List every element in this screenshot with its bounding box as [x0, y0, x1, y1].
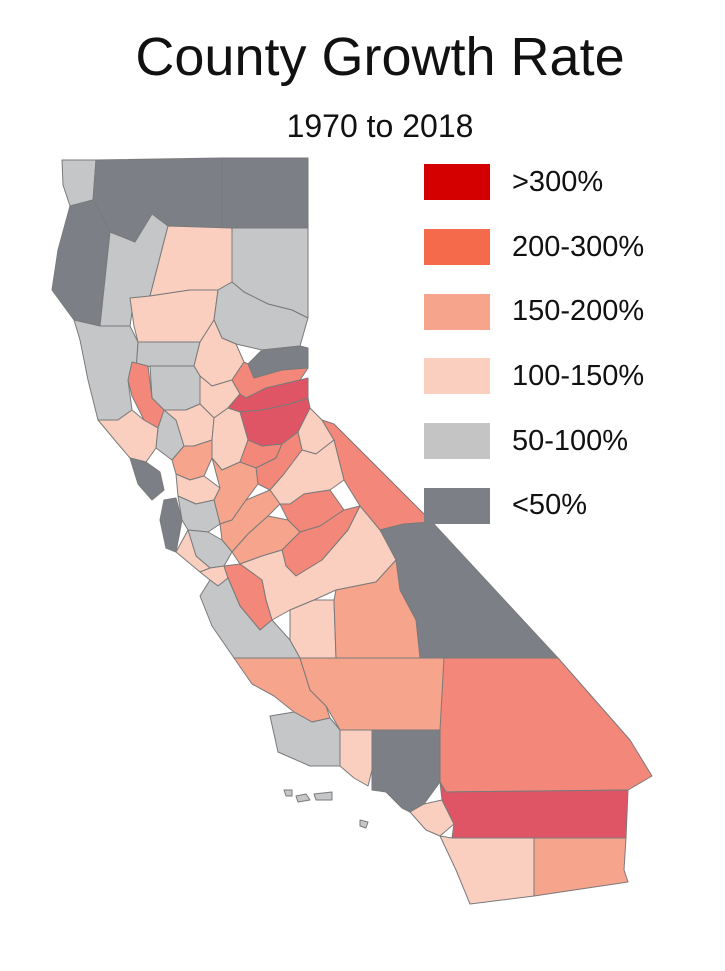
channel-island-3	[283, 789, 293, 797]
legend-item: 150-200%	[424, 279, 644, 344]
legend-item: 50-100%	[424, 409, 644, 474]
legend-swatch	[424, 487, 490, 524]
county-san-bernardino	[439, 657, 653, 793]
legend-item: <50%	[424, 473, 644, 538]
legend-swatch	[424, 229, 490, 266]
legend-label: <50%	[512, 489, 587, 522]
legend-item: 100-150%	[424, 344, 644, 409]
county-humboldt	[51, 199, 111, 327]
legend-swatch	[424, 423, 490, 460]
map-legend: >300% 200-300% 150-200% 100-150% 50-100%…	[424, 150, 644, 538]
legend-swatch	[424, 293, 490, 330]
county-monterey	[199, 577, 301, 659]
legend-item: >300%	[424, 150, 644, 215]
county-san-mateo	[175, 529, 211, 573]
legend-swatch	[424, 358, 490, 395]
legend-label: >300%	[512, 165, 604, 198]
legend-label: 50-100%	[512, 424, 629, 457]
legend-label: 200-300%	[512, 230, 645, 263]
county-ventura	[339, 729, 373, 787]
county-mendocino	[73, 319, 139, 421]
map-subtitle: 1970 to 2018	[286, 108, 474, 144]
county-san-diego	[439, 835, 535, 905]
county-santa-barbara	[269, 711, 341, 767]
channel-island-1	[295, 793, 311, 803]
legend-item: 200-300%	[424, 215, 644, 280]
legend-swatch	[424, 164, 490, 201]
county-imperial	[533, 837, 629, 897]
county-kings	[289, 599, 337, 659]
county-los-angeles	[371, 729, 441, 813]
map-title: County Growth Rate	[135, 27, 625, 87]
county-marin	[129, 457, 165, 501]
legend-label: 100-150%	[512, 359, 645, 392]
county-del-norte	[61, 159, 97, 207]
channel-island-4	[359, 819, 369, 829]
county-alameda	[177, 495, 221, 533]
county-modoc	[221, 157, 309, 229]
channel-island-2	[313, 791, 333, 801]
legend-label: 150-200%	[512, 295, 645, 328]
county-san-francisco	[159, 497, 183, 553]
